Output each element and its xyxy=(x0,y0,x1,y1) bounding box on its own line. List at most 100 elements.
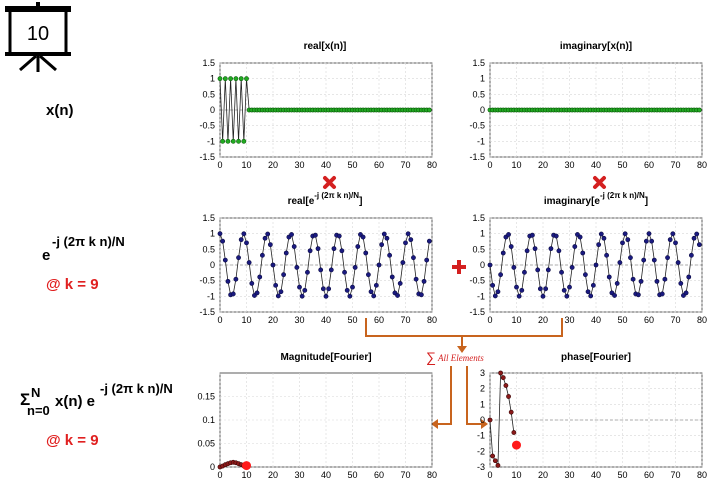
data-point xyxy=(318,267,324,273)
data-point xyxy=(673,240,678,246)
y-tick-label: -1 xyxy=(477,136,485,146)
data-point xyxy=(537,286,543,292)
chart-title: imaginary[x(n)] xyxy=(560,41,632,52)
data-point xyxy=(500,375,506,381)
x-tick-label: 50 xyxy=(617,160,627,170)
data-point xyxy=(283,250,289,256)
x-tick-label: 70 xyxy=(670,160,680,170)
data-point xyxy=(238,76,244,82)
data-point xyxy=(381,231,387,237)
x-tick-label: 0 xyxy=(217,160,222,170)
x-tick-label: 0 xyxy=(217,470,222,480)
x-tick-label: 30 xyxy=(294,315,304,325)
data-point xyxy=(225,278,231,284)
data-point xyxy=(543,286,549,292)
y-tick-label: -1 xyxy=(207,291,215,301)
y-tick-label: -1.5 xyxy=(469,307,485,317)
x-tick-label: 10 xyxy=(241,160,251,170)
data-point xyxy=(360,234,366,240)
x-tick-label: 20 xyxy=(538,315,548,325)
data-point xyxy=(339,248,345,254)
data-point xyxy=(395,293,400,298)
data-point xyxy=(299,293,305,299)
data-point xyxy=(230,291,236,297)
data-point xyxy=(506,394,511,399)
data-point xyxy=(281,272,286,278)
data-point xyxy=(413,276,419,282)
data-point xyxy=(426,238,432,244)
data-point xyxy=(426,107,432,113)
data-point xyxy=(596,242,602,248)
x-tick-label: 70 xyxy=(670,315,680,325)
plus-icon xyxy=(452,260,466,274)
y-tick-label: 1.5 xyxy=(202,213,215,223)
data-point xyxy=(320,286,326,292)
y-tick-label: -3 xyxy=(477,462,485,472)
data-point xyxy=(649,238,655,244)
sigma-lower: n=0 xyxy=(27,403,50,418)
arrow-right-head xyxy=(481,419,488,429)
data-point xyxy=(262,235,268,241)
x-tick-label: 40 xyxy=(321,470,331,480)
chart-title: real[x(n)] xyxy=(304,41,347,52)
data-point xyxy=(524,248,530,254)
x-tick-label: 20 xyxy=(268,160,278,170)
data-point xyxy=(344,287,350,293)
data-point xyxy=(238,237,244,243)
chart-title: imaginary[e-j (2π k n)/N] xyxy=(544,191,648,207)
data-point xyxy=(561,287,567,293)
data-point xyxy=(254,290,260,296)
data-point xyxy=(654,278,660,284)
k-label-row2: @ k = 9 xyxy=(46,276,99,293)
data-point xyxy=(418,292,424,298)
data-point xyxy=(387,252,392,258)
plot-magnitude: 0 10 20 30 40 50 60 70 80 0.15 0.1 0.05 0 Magnitude[F… xyxy=(197,352,437,480)
data-point xyxy=(222,257,228,263)
chart-title: phase[Fourier] xyxy=(561,352,631,363)
y-tick-label: 0.15 xyxy=(197,392,215,402)
data-point xyxy=(559,269,564,275)
data-point xyxy=(233,76,239,82)
data-point xyxy=(583,272,588,278)
data-point xyxy=(291,244,297,249)
y-tick-label: 2 xyxy=(480,384,485,394)
data-point xyxy=(490,282,496,288)
data-point xyxy=(350,284,355,290)
x-tick-label: 30 xyxy=(564,315,574,325)
data-point xyxy=(622,231,628,237)
data-point xyxy=(492,458,498,464)
data-point xyxy=(389,274,395,280)
x-tick-label: 70 xyxy=(400,315,410,325)
x-tick-label: 80 xyxy=(427,470,437,480)
data-point xyxy=(545,267,551,273)
data-point xyxy=(675,260,681,265)
y-tick-label: 0 xyxy=(210,462,215,472)
plot-real-exp: 0 10 20 30 40 50 60 70 80 1.5 1 0.5 0 -0.5 -1 -1.5 real[… xyxy=(199,191,437,325)
x-tick-label: 30 xyxy=(564,470,574,480)
data-point xyxy=(659,291,665,297)
data-point xyxy=(244,240,249,246)
x-tick-label: 70 xyxy=(400,160,410,170)
data-point xyxy=(522,269,527,275)
data-point xyxy=(683,290,689,296)
x-tick-label: 40 xyxy=(591,470,601,480)
data-point xyxy=(371,293,377,299)
arrow-down-head xyxy=(457,346,467,353)
series-line xyxy=(489,371,515,467)
y-tick-label: 0.5 xyxy=(202,244,215,254)
y-tick-label: 0 xyxy=(210,105,215,115)
data-point xyxy=(588,293,594,299)
data-point xyxy=(273,282,279,288)
data-point xyxy=(495,289,501,295)
data-point xyxy=(500,250,506,256)
data-point xyxy=(614,281,620,286)
k-label-row3: @ k = 9 xyxy=(46,432,99,449)
x-tick-label: 50 xyxy=(617,470,627,480)
y-tick-label: 3 xyxy=(480,368,485,378)
x-tick-label: 40 xyxy=(321,315,331,325)
data-point xyxy=(506,232,511,237)
data-point xyxy=(376,262,382,268)
data-point xyxy=(373,282,379,288)
data-point xyxy=(328,267,334,273)
data-point xyxy=(492,293,498,299)
